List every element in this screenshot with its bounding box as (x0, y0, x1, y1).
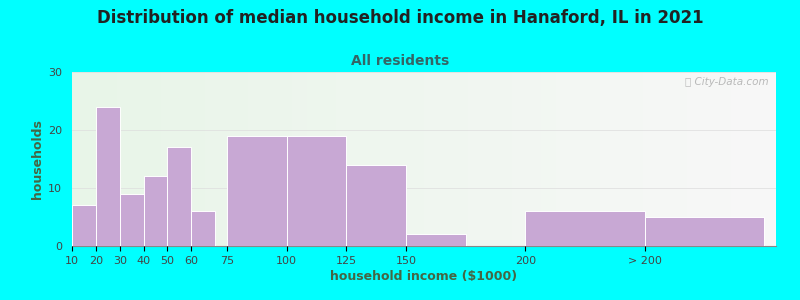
Text: Distribution of median household income in Hanaford, IL in 2021: Distribution of median household income … (97, 9, 703, 27)
Bar (96, 107, 120, 246)
Bar (645, 217, 764, 246)
Bar (526, 211, 645, 246)
Y-axis label: households: households (31, 119, 44, 199)
Bar (143, 176, 167, 246)
Text: All residents: All residents (351, 54, 449, 68)
X-axis label: household income ($1000): household income ($1000) (330, 270, 518, 283)
Bar (227, 136, 286, 246)
Bar (191, 211, 215, 246)
Bar (120, 194, 143, 246)
Bar (406, 234, 466, 246)
Bar (72, 206, 96, 246)
Bar (346, 165, 406, 246)
Bar (167, 147, 191, 246)
Text: ⓘ City-Data.com: ⓘ City-Data.com (686, 77, 769, 87)
Bar (286, 136, 346, 246)
